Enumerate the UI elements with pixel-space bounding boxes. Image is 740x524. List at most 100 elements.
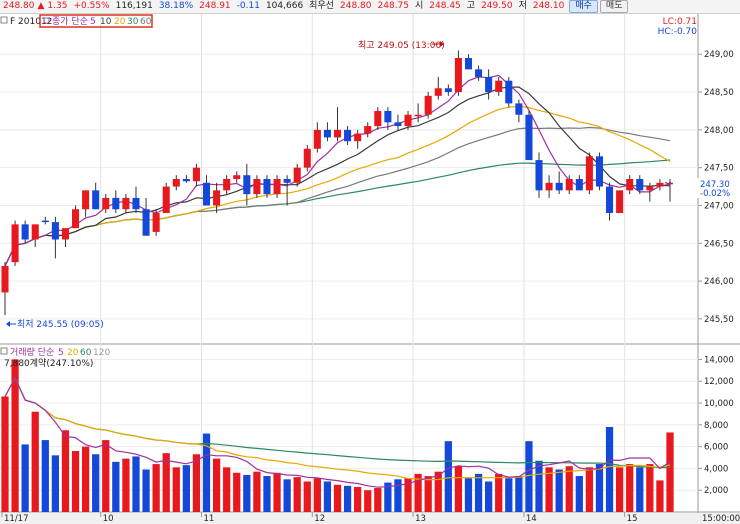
candle-body bbox=[545, 182, 553, 191]
volume-bar bbox=[565, 466, 573, 512]
volume-bar bbox=[474, 473, 483, 512]
ma-period-60: 60 bbox=[140, 17, 152, 27]
open-price: 248.45 bbox=[429, 1, 461, 11]
volume-bar bbox=[404, 478, 412, 512]
volume-bar bbox=[605, 427, 614, 512]
volume-bar bbox=[615, 467, 624, 512]
volume-bar bbox=[263, 476, 271, 512]
candle-body bbox=[616, 190, 624, 214]
volume-bar bbox=[343, 485, 352, 512]
volume-bar bbox=[323, 481, 332, 512]
volume-bar bbox=[333, 484, 342, 512]
volume-bar bbox=[41, 440, 49, 512]
candle-body bbox=[273, 179, 281, 195]
y-axis-area bbox=[698, 14, 740, 512]
candle-body bbox=[606, 186, 614, 214]
candle-body bbox=[565, 179, 573, 191]
volume-bar bbox=[545, 467, 553, 512]
candle-body bbox=[92, 190, 100, 210]
candle-body bbox=[364, 126, 372, 134]
high-arrowhead-icon bbox=[440, 41, 444, 47]
volume-bar bbox=[656, 480, 664, 512]
volume-bar bbox=[646, 464, 654, 512]
hc-indicator: HC:-0.70 bbox=[658, 27, 698, 37]
volume-bar bbox=[666, 432, 674, 512]
volume-bar bbox=[122, 458, 130, 512]
price-tick-label: 247,00 bbox=[704, 201, 734, 211]
volume-bar bbox=[384, 482, 392, 512]
candle-body bbox=[102, 197, 110, 210]
best-bid: 248.80 bbox=[340, 1, 372, 11]
volume-bar bbox=[31, 411, 39, 512]
candle-body bbox=[464, 58, 473, 70]
candle-body bbox=[41, 220, 49, 223]
volume-ma20-line bbox=[4, 376, 671, 481]
lc-indicator: LC:0.71 bbox=[663, 17, 697, 27]
candle-body bbox=[132, 197, 140, 210]
bid-price: 248.91 bbox=[199, 1, 231, 11]
candle-body bbox=[525, 114, 533, 161]
percent-change: +0.55% bbox=[73, 1, 110, 11]
x-tick-label: 14 bbox=[526, 514, 537, 524]
candle-body bbox=[313, 129, 321, 149]
volume-bar bbox=[444, 441, 452, 512]
current-price: 248.80 bbox=[3, 1, 35, 11]
current-price-label: 247.30 bbox=[700, 180, 730, 190]
volume-bar bbox=[626, 464, 634, 512]
candle-body bbox=[505, 80, 513, 104]
candle-body bbox=[243, 175, 251, 195]
change-arrow-icon: ▲ bbox=[37, 1, 45, 11]
high-annotation: 최고 249.05 (13:00) bbox=[358, 40, 445, 51]
buy-button[interactable]: 매수 bbox=[569, 0, 598, 13]
volume-ma5-line bbox=[4, 376, 671, 488]
x-tick-label: 13 bbox=[415, 514, 426, 524]
candle-body bbox=[636, 179, 644, 191]
candle-body bbox=[404, 114, 412, 127]
volume-bar bbox=[585, 467, 594, 512]
candle-body bbox=[172, 179, 180, 187]
price-plot-area[interactable] bbox=[0, 14, 698, 340]
volume: 116,191 bbox=[115, 1, 153, 11]
panel-toggle-icon[interactable] bbox=[0, 16, 8, 24]
volume-ma-label: 거래량 단순 bbox=[10, 346, 54, 358]
ma-legend-box[interactable] bbox=[39, 14, 153, 28]
low-arrowhead-icon bbox=[6, 321, 10, 327]
ma-toggle-icon[interactable] bbox=[43, 17, 50, 24]
volume-bar bbox=[555, 469, 563, 512]
candle-body bbox=[213, 190, 221, 206]
volume-bar bbox=[243, 474, 251, 512]
volume-bar bbox=[434, 471, 442, 512]
volume-bar bbox=[636, 467, 644, 512]
volume-bar bbox=[51, 455, 60, 512]
volume-tick-label: 2,000 bbox=[704, 486, 728, 496]
volume-bar bbox=[102, 440, 110, 512]
candle-body bbox=[263, 179, 271, 195]
candle-body bbox=[374, 110, 382, 127]
volume-tick-label: 10,000 bbox=[704, 399, 734, 409]
candle-body bbox=[444, 88, 452, 93]
volume-bars bbox=[1, 359, 674, 512]
volume-moving-averages bbox=[4, 376, 671, 488]
volume-ma-120: 120 bbox=[93, 348, 110, 358]
candle-body bbox=[293, 167, 301, 183]
candle-body bbox=[434, 88, 442, 96]
volume-bar bbox=[595, 464, 604, 512]
volume-toggle-icon[interactable] bbox=[0, 347, 8, 355]
candle-body bbox=[595, 156, 603, 187]
price-tick-label: 246,50 bbox=[704, 239, 734, 249]
candle-body bbox=[394, 122, 402, 127]
volume-bar bbox=[132, 456, 140, 512]
volume-bar bbox=[61, 430, 70, 512]
ma-period-20: 20 bbox=[114, 17, 126, 27]
open-label: 시 bbox=[415, 1, 424, 11]
volume-bar bbox=[414, 473, 422, 512]
candle-body bbox=[152, 213, 160, 232]
volume-ratio: 38.18% bbox=[158, 1, 194, 11]
quote-toolbar: 248.80 ▲ 1.35 +0.55% 116,191 38.18% 248.… bbox=[0, 0, 740, 14]
sell-button[interactable]: 매도 bbox=[599, 0, 629, 13]
price-volume-chart[interactable]: 249,00 248,50 248,00 247,50 247,00 246,50 246,… bbox=[0, 14, 740, 524]
volume-bar bbox=[152, 464, 160, 512]
x-axis-end-label: 15:00:00 bbox=[702, 514, 740, 524]
price-tick-label: 248,00 bbox=[704, 126, 734, 136]
candle-body bbox=[303, 148, 311, 168]
